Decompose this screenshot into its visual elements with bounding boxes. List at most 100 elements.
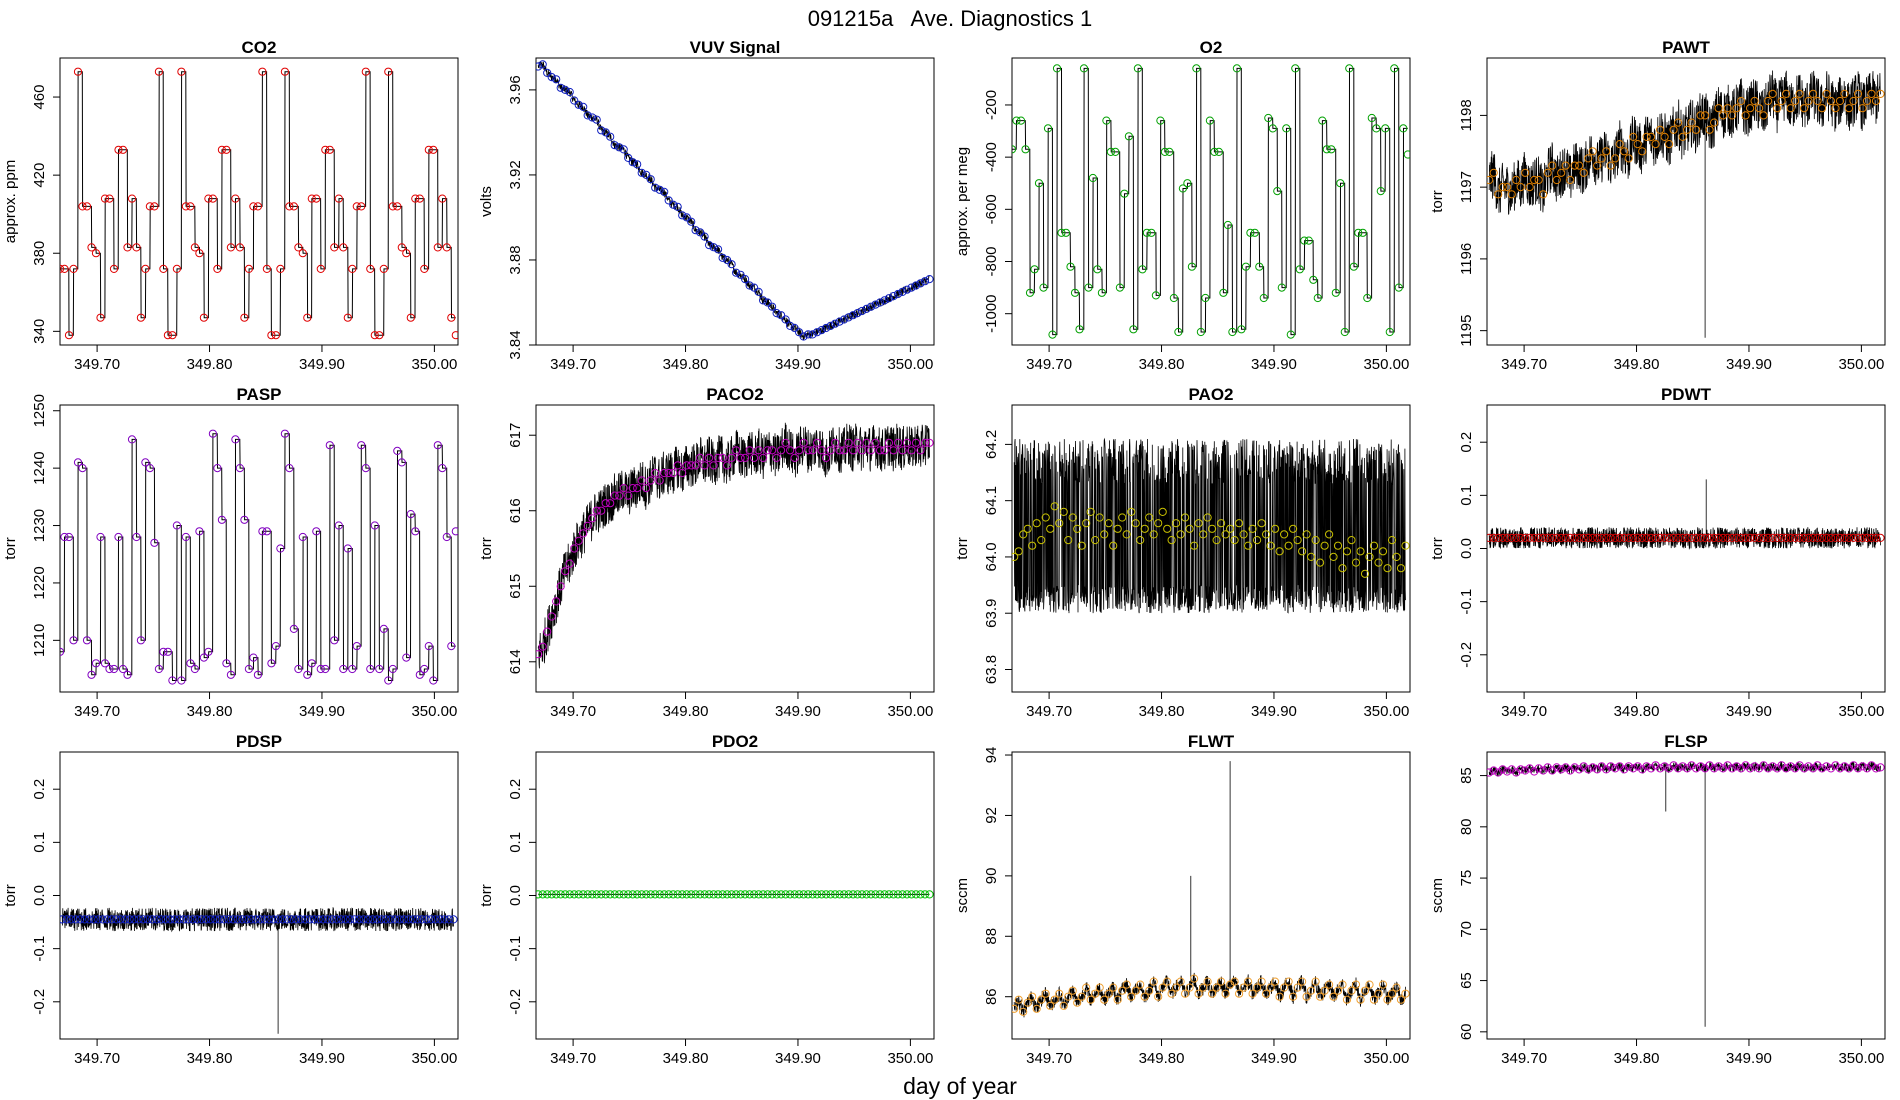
average-point-paco2	[669, 468, 678, 478]
average-point-pdo2	[759, 890, 768, 899]
x-tick-label-pasp: 349.80	[187, 703, 233, 720]
average-point-pasp	[127, 435, 137, 444]
average-point-vuv-signal	[651, 183, 660, 192]
average-point-pdo2	[583, 890, 592, 899]
average-point-pdsp	[80, 915, 89, 924]
average-point-o2	[1129, 325, 1138, 334]
average-point-pasp	[78, 464, 87, 473]
average-point-pawt	[1849, 96, 1858, 106]
average-point-pasp	[339, 664, 348, 674]
average-point-pdwt	[1701, 533, 1710, 543]
average-point-paco2	[889, 446, 898, 455]
panel-title-pdsp: PDSP	[236, 732, 282, 751]
x-tick-label-pdsp: 349.70	[74, 1050, 120, 1067]
average-point-pawt	[1791, 96, 1800, 106]
average-point-vuv-signal	[615, 143, 624, 152]
average-point-flwt	[1109, 983, 1118, 992]
average-point-pao2	[1113, 524, 1122, 533]
average-point-flwt	[1077, 992, 1086, 1001]
average-point-paco2	[536, 650, 543, 659]
figure-title: 091215a Ave. Diagnostics 1	[808, 6, 1093, 31]
average-point-co2	[136, 313, 145, 322]
average-point-flsp	[1552, 763, 1561, 772]
average-point-pdsp	[413, 915, 422, 924]
average-point-pdo2	[916, 890, 925, 899]
average-point-vuv-signal	[781, 315, 790, 324]
data-layer-pdsp	[60, 906, 458, 1034]
average-point-paco2	[718, 453, 727, 462]
average-point-pawt	[1701, 111, 1710, 120]
average-point-o2	[1138, 265, 1147, 274]
average-point-pdwt	[1768, 533, 1777, 543]
average-point-pdsp	[251, 915, 260, 924]
average-point-o2	[1039, 283, 1048, 292]
average-point-co2	[294, 243, 303, 252]
average-point-o2	[1246, 228, 1255, 237]
average-point-pdwt	[1507, 533, 1516, 543]
average-point-pawt	[1705, 125, 1714, 134]
average-point-vuv-signal	[592, 115, 601, 124]
average-point-pawt	[1521, 168, 1530, 177]
average-point-o2	[1201, 293, 1210, 303]
average-point-vuv-signal	[745, 281, 754, 290]
average-point-co2	[222, 145, 231, 154]
average-point-paco2	[714, 453, 723, 462]
average-point-pdsp	[390, 915, 400, 924]
average-point-o2	[1309, 275, 1318, 284]
average-point-pawt	[1764, 96, 1773, 106]
average-point-pdo2	[884, 890, 894, 899]
average-point-flwt	[1050, 995, 1059, 1004]
average-point-pdwt	[1822, 533, 1831, 543]
average-point-flwt	[1140, 992, 1149, 1001]
average-point-pawt	[1651, 140, 1660, 149]
average-point-flsp	[1678, 762, 1687, 771]
average-point-flsp	[1858, 762, 1867, 771]
average-point-pasp	[312, 527, 321, 536]
average-point-pdo2	[768, 890, 777, 899]
average-point-pasp	[276, 544, 285, 553]
average-point-pao2	[1320, 541, 1329, 550]
average-point-pdsp	[125, 915, 134, 924]
average-point-pdo2	[606, 890, 615, 899]
average-point-pdwt	[1719, 533, 1728, 543]
average-point-pdsp	[197, 915, 206, 924]
average-point-pasp	[316, 664, 325, 674]
y-tick-label-vuv-signal: 3.96	[507, 75, 524, 104]
average-point-pasp	[87, 670, 96, 679]
average-point-pasp	[240, 515, 249, 524]
average-point-pdo2	[844, 890, 853, 899]
average-point-paco2	[732, 446, 741, 455]
average-point-pawt	[1755, 104, 1764, 113]
average-point-pdo2	[592, 890, 601, 899]
average-point-pawt	[1840, 89, 1849, 99]
average-point-pdo2	[669, 890, 678, 899]
average-point-pdo2	[691, 890, 700, 899]
average-point-co2	[87, 243, 96, 252]
average-point-vuv-signal	[727, 260, 736, 269]
x-tick-label-pawt: 349.70	[1501, 356, 1547, 373]
panel-title-vuv-signal: VUV Signal	[690, 38, 781, 57]
average-point-pdwt	[1759, 533, 1768, 543]
average-point-pdo2	[597, 890, 606, 899]
average-point-flwt	[1338, 980, 1347, 989]
average-point-vuv-signal	[835, 317, 844, 326]
average-point-pdwt	[1606, 533, 1615, 543]
average-point-co2	[60, 264, 65, 273]
average-point-pao2	[1064, 536, 1073, 545]
average-point-o2	[1295, 265, 1304, 274]
average-point-paco2	[606, 499, 615, 508]
average-point-flwt	[1342, 995, 1352, 1004]
average-point-flwt	[1320, 986, 1329, 995]
average-point-pasp	[208, 429, 217, 438]
average-point-flwt	[1333, 986, 1343, 995]
average-point-flsp	[1516, 765, 1525, 774]
average-point-o2	[1066, 262, 1075, 271]
average-point-pdo2	[777, 890, 786, 899]
average-point-pdo2	[804, 890, 813, 899]
x-tick-label-flsp: 349.70	[1501, 1050, 1547, 1067]
average-point-o2	[1111, 147, 1120, 156]
average-point-flsp	[1656, 764, 1665, 773]
average-point-co2	[411, 194, 420, 203]
average-point-flsp	[1557, 765, 1566, 774]
x-tick-label-pdwt: 349.90	[1726, 703, 1772, 720]
